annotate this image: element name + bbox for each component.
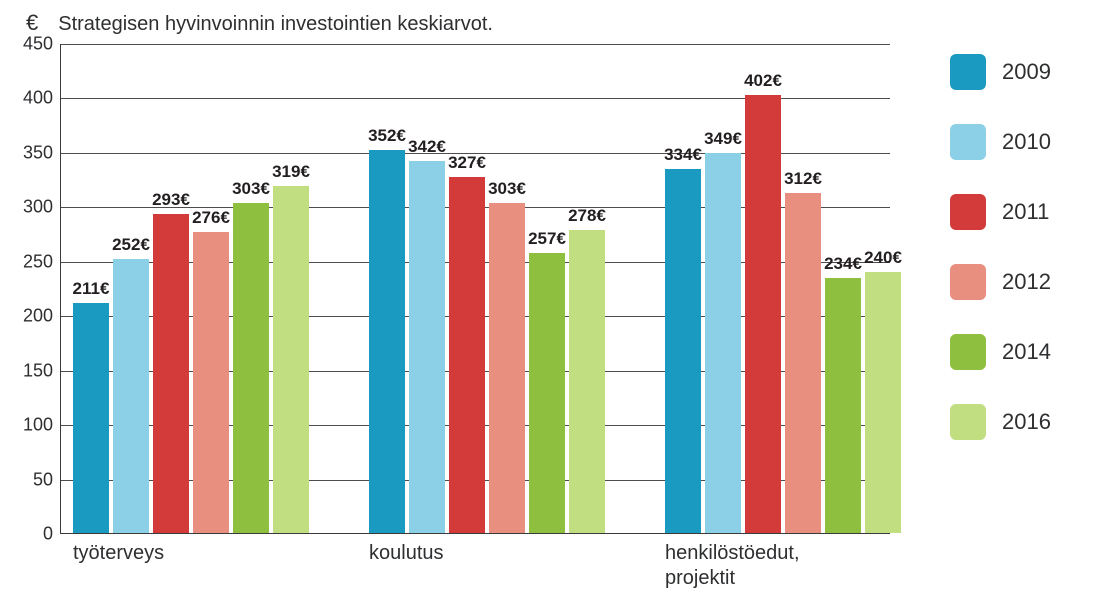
bar-value-label: 234€ <box>824 254 862 278</box>
legend-item-2012: 2012 <box>950 264 1051 300</box>
legend-swatch <box>950 124 986 160</box>
title-row: € Strategisen hyvinvoinnin investointien… <box>26 10 493 36</box>
bar-value-label: 312€ <box>784 169 822 193</box>
bar-value-label: 276€ <box>192 208 230 232</box>
bar-value-label: 257€ <box>528 229 566 253</box>
legend-label: 2011 <box>1002 199 1049 225</box>
chart-container: € Strategisen hyvinvoinnin investointien… <box>0 0 1118 607</box>
y-tick-label: 250 <box>11 251 61 272</box>
legend-swatch <box>950 404 986 440</box>
bar-value-label: 278€ <box>568 206 606 230</box>
legend-swatch <box>950 264 986 300</box>
bar-tyoterveys-2009: 211€ <box>73 303 109 533</box>
bar-tyoterveys-2012: 276€ <box>193 232 229 533</box>
bar-tyoterveys-2011: 293€ <box>153 214 189 533</box>
bar-value-label: 402€ <box>744 71 782 95</box>
legend-label: 2009 <box>1002 59 1051 85</box>
bar-henkilostoedut-2014: 234€ <box>825 278 861 533</box>
bar-tyoterveys-2016: 319€ <box>273 186 309 533</box>
gridline <box>61 44 890 45</box>
x-category-label: henkilöstöedut, projektit <box>665 533 800 591</box>
bar-value-label: 303€ <box>232 179 270 203</box>
bar-henkilostoedut-2016: 240€ <box>865 272 901 533</box>
legend-item-2010: 2010 <box>950 124 1051 160</box>
legend: 2009 2010 2011 2012 2014 2016 <box>950 54 1051 440</box>
bar-henkilostoedut-2012: 312€ <box>785 193 821 533</box>
y-axis-unit: € <box>26 10 38 36</box>
bar-value-label: 327€ <box>448 153 486 177</box>
x-category-label: koulutus <box>369 533 444 566</box>
bar-value-label: 334€ <box>664 145 702 169</box>
bar-henkilostoedut-2009: 334€ <box>665 169 701 533</box>
legend-item-2014: 2014 <box>950 334 1051 370</box>
bar-henkilostoedut-2011: 402€ <box>745 95 781 533</box>
bar-value-label: 303€ <box>488 179 526 203</box>
y-tick-label: 50 <box>11 469 61 490</box>
legend-item-2016: 2016 <box>950 404 1051 440</box>
bar-value-label: 293€ <box>152 190 190 214</box>
chart-title: Strategisen hyvinvoinnin investointien k… <box>58 13 493 36</box>
y-tick-label: 150 <box>11 360 61 381</box>
bar-value-label: 352€ <box>368 126 406 150</box>
bar-value-label: 349€ <box>704 129 742 153</box>
bar-value-label: 240€ <box>864 248 902 272</box>
bar-value-label: 319€ <box>272 162 310 186</box>
legend-label: 2010 <box>1002 129 1051 155</box>
y-tick-label: 300 <box>11 197 61 218</box>
bar-henkilostoedut-2010: 349€ <box>705 153 741 533</box>
bar-koulutus-2009: 352€ <box>369 150 405 533</box>
bar-koulutus-2016: 278€ <box>569 230 605 533</box>
bar-koulutus-2010: 342€ <box>409 161 445 533</box>
legend-swatch <box>950 334 986 370</box>
bar-koulutus-2011: 327€ <box>449 177 485 533</box>
legend-label: 2016 <box>1002 409 1051 435</box>
legend-label: 2012 <box>1002 269 1051 295</box>
bar-value-label: 252€ <box>112 235 150 259</box>
legend-item-2011: 2011 <box>950 194 1051 230</box>
bar-value-label: 211€ <box>73 279 110 303</box>
y-tick-label: 400 <box>11 88 61 109</box>
legend-item-2009: 2009 <box>950 54 1051 90</box>
x-category-label: työterveys <box>73 533 164 566</box>
y-tick-label: 0 <box>11 524 61 545</box>
bar-tyoterveys-2014: 303€ <box>233 203 269 533</box>
bar-tyoterveys-2010: 252€ <box>113 259 149 533</box>
y-tick-label: 350 <box>11 142 61 163</box>
legend-label: 2014 <box>1002 339 1051 365</box>
bar-value-label: 342€ <box>408 137 446 161</box>
bar-koulutus-2012: 303€ <box>489 203 525 533</box>
y-tick-label: 200 <box>11 306 61 327</box>
plot-area: 050100150200250300350400450211€252€293€2… <box>60 44 890 534</box>
legend-swatch <box>950 194 986 230</box>
y-tick-label: 100 <box>11 415 61 436</box>
y-tick-label: 450 <box>11 34 61 55</box>
bar-koulutus-2014: 257€ <box>529 253 565 533</box>
legend-swatch <box>950 54 986 90</box>
